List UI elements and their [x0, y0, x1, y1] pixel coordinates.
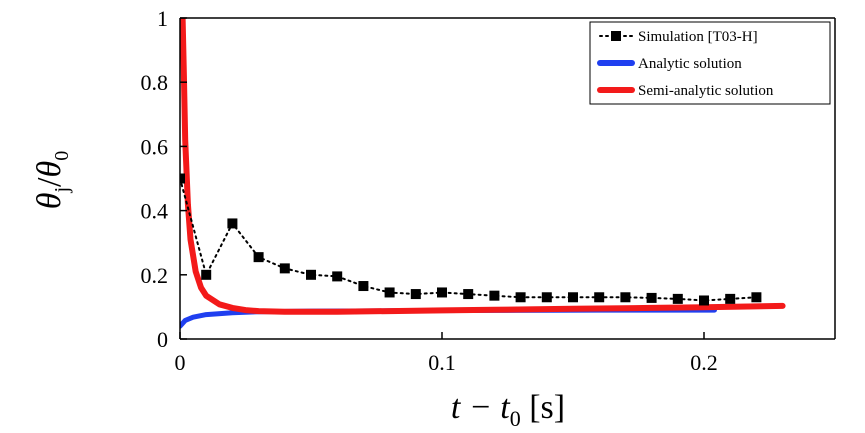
data-point-simulation [227, 218, 238, 229]
y-tick-label: 0.6 [141, 134, 169, 159]
y-axis-title-den: θ [31, 161, 68, 178]
data-point-simulation [437, 287, 447, 298]
legend-label: Simulation [T03-H] [638, 29, 758, 45]
x-axis-title-sub: 0 [510, 406, 521, 431]
data-point-simulation [568, 292, 578, 303]
data-point-simulation [515, 292, 526, 303]
data-point-simulation [201, 269, 212, 280]
data-point-simulation [751, 292, 762, 303]
data-point-simulation [489, 290, 500, 301]
series-line-simulation [180, 177, 758, 302]
data-point-simulation [646, 292, 657, 303]
x-axis-title: t − t0 [s] [451, 389, 565, 431]
x-tick-label: 0.1 [428, 350, 456, 375]
legend: Simulation [T03-H] Analytic solution Semi-… [589, 21, 831, 105]
data-point-simulation [594, 292, 605, 303]
y-tick-label: 0 [157, 327, 168, 352]
y-axis-title-num-sub: j [51, 187, 73, 194]
data-point-simulation [384, 287, 395, 298]
y-axis-title-den-sub: 0 [51, 151, 73, 161]
legend-label: Semi-analytic solution [638, 83, 774, 99]
data-point-simulation [699, 295, 709, 306]
data-point-simulation [410, 289, 421, 300]
axes [179, 17, 836, 340]
y-tick-label: 0.8 [141, 70, 169, 95]
ticks: 0 0.1 0.2 0 0.2 0.4 0.6 0.8 1 [141, 6, 718, 375]
series-group [180, 18, 786, 329]
data-point-simulation [358, 281, 369, 292]
y-axis-title-num: θ [31, 193, 68, 210]
plot-area [180, 18, 786, 329]
y-axis-title-slash: / [31, 177, 68, 187]
legend-label: Analytic solution [638, 56, 742, 72]
data-point-simulation [541, 292, 552, 303]
data-point-simulation [306, 269, 316, 280]
y-tick-label: 0.4 [141, 199, 169, 224]
data-point-simulation [725, 293, 736, 304]
y-axis-title: θj/θ0 [31, 151, 73, 209]
data-point-simulation [279, 263, 290, 274]
series-line-semi-analytic [180, 18, 786, 315]
x-tick-label: 0 [175, 350, 186, 375]
data-point-simulation [180, 173, 185, 184]
legend-marker-simulation [611, 31, 621, 41]
data-point-simulation [463, 289, 474, 300]
x-tick-label: 0.2 [690, 350, 718, 375]
y-tick-label: 1 [157, 6, 168, 31]
data-point-simulation [253, 252, 264, 263]
x-axis-title-main: t − t [451, 389, 511, 426]
y-tick-label: 0.2 [141, 263, 169, 288]
data-point-simulation [332, 271, 343, 282]
x-axis-title-unit: [s] [521, 389, 565, 426]
data-point-simulation [672, 293, 683, 304]
data-point-simulation [620, 292, 631, 303]
